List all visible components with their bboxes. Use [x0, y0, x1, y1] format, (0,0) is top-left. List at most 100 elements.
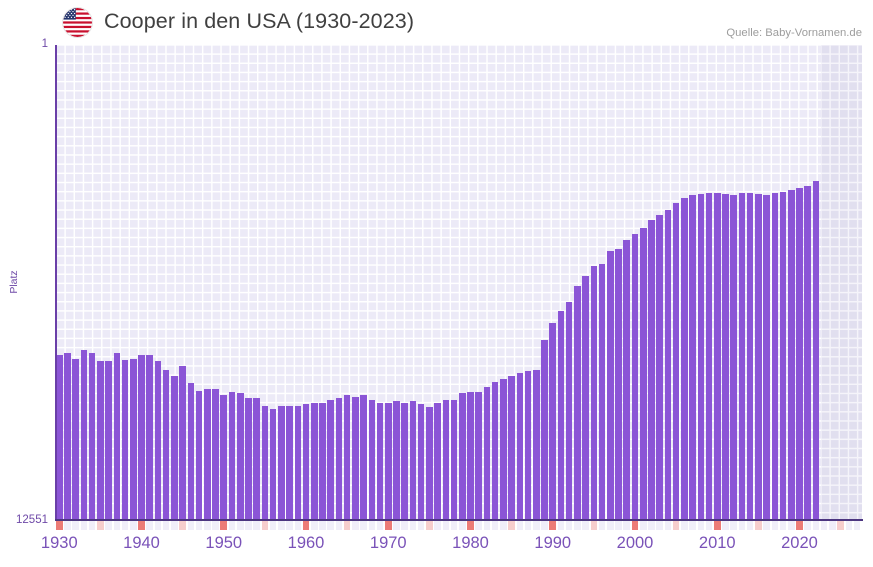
bar[interactable]	[459, 393, 466, 520]
bar[interactable]	[631, 234, 639, 520]
bar[interactable]	[615, 249, 622, 520]
bar[interactable]	[352, 397, 359, 520]
bar[interactable]	[171, 376, 178, 520]
bar[interactable]	[483, 387, 491, 520]
bar[interactable]	[310, 403, 318, 520]
bar[interactable]	[779, 192, 787, 520]
bar[interactable]	[623, 240, 631, 520]
bar[interactable]	[475, 392, 483, 520]
bar[interactable]	[730, 195, 737, 520]
bar[interactable]	[771, 193, 779, 520]
bar[interactable]	[121, 360, 129, 520]
x-tick-cell	[607, 521, 614, 530]
bar[interactable]	[80, 350, 88, 520]
bar[interactable]	[228, 392, 236, 520]
bar[interactable]	[755, 194, 762, 520]
bar[interactable]	[393, 401, 400, 520]
bar[interactable]	[697, 194, 705, 520]
bar[interactable]	[689, 195, 696, 520]
bar[interactable]	[130, 359, 137, 520]
bar[interactable]	[738, 193, 746, 520]
bar[interactable]	[212, 389, 219, 520]
x-axis-tick-label: 1970	[369, 534, 407, 552]
bar[interactable]	[72, 359, 80, 520]
bar[interactable]	[565, 302, 573, 520]
bar[interactable]	[360, 395, 367, 520]
x-tick-cell	[121, 521, 129, 530]
bar[interactable]	[524, 371, 532, 520]
bar[interactable]	[557, 311, 565, 520]
bar[interactable]	[491, 382, 499, 520]
bar[interactable]	[590, 266, 598, 520]
bar[interactable]	[409, 401, 417, 520]
bar[interactable]	[648, 220, 655, 520]
bar[interactable]	[220, 395, 228, 520]
bar[interactable]	[804, 186, 811, 520]
bar[interactable]	[64, 353, 71, 520]
bar[interactable]	[302, 404, 310, 520]
bar[interactable]	[56, 355, 63, 520]
bar[interactable]	[113, 353, 121, 520]
bar[interactable]	[582, 276, 589, 520]
bar[interactable]	[138, 355, 145, 520]
bar[interactable]	[500, 379, 507, 520]
bar[interactable]	[746, 193, 754, 520]
bar[interactable]	[236, 393, 244, 520]
bar[interactable]	[516, 373, 524, 520]
bar[interactable]	[253, 398, 260, 520]
bar[interactable]	[426, 407, 433, 520]
bar[interactable]	[796, 188, 803, 520]
x-tick-cell	[705, 521, 713, 530]
bar[interactable]	[261, 406, 269, 520]
bar[interactable]	[434, 403, 441, 520]
bar[interactable]	[269, 409, 277, 520]
bar[interactable]	[146, 355, 154, 520]
bar[interactable]	[672, 203, 680, 520]
bar[interactable]	[681, 198, 688, 520]
bar[interactable]	[417, 404, 425, 520]
bar[interactable]	[343, 395, 351, 520]
bar[interactable]	[656, 215, 663, 520]
bar[interactable]	[245, 398, 252, 520]
bar[interactable]	[607, 251, 614, 520]
bar[interactable]	[88, 353, 96, 520]
bar[interactable]	[195, 391, 203, 520]
x-tick-cell	[582, 521, 589, 530]
bar[interactable]	[467, 392, 474, 520]
bar[interactable]	[508, 376, 515, 520]
bar[interactable]	[713, 193, 721, 520]
bar[interactable]	[162, 370, 170, 520]
bar[interactable]	[664, 210, 672, 520]
bar[interactable]	[763, 195, 770, 520]
bar[interactable]	[105, 361, 112, 520]
bar[interactable]	[376, 403, 384, 520]
bar[interactable]	[335, 398, 343, 520]
bar[interactable]	[204, 389, 211, 520]
bar[interactable]	[442, 400, 450, 520]
bar[interactable]	[154, 361, 162, 520]
plot-area	[55, 45, 863, 521]
x-tick-cell	[335, 521, 343, 530]
bar[interactable]	[533, 370, 540, 520]
bar[interactable]	[598, 264, 606, 520]
bar[interactable]	[450, 400, 458, 520]
bar[interactable]	[705, 193, 713, 520]
bar[interactable]	[787, 190, 795, 520]
bar[interactable]	[97, 361, 104, 520]
bar[interactable]	[278, 406, 285, 520]
bar[interactable]	[384, 403, 392, 520]
bar[interactable]	[179, 366, 186, 520]
bar[interactable]	[541, 340, 548, 520]
bar[interactable]	[368, 400, 376, 520]
bar[interactable]	[549, 323, 557, 520]
bar[interactable]	[187, 383, 195, 520]
bar[interactable]	[401, 403, 408, 520]
bar[interactable]	[639, 228, 647, 520]
bar[interactable]	[327, 400, 334, 520]
bar[interactable]	[812, 181, 820, 520]
bar[interactable]	[319, 403, 326, 520]
bar[interactable]	[574, 286, 581, 520]
bar[interactable]	[294, 406, 302, 520]
bar[interactable]	[286, 406, 293, 520]
bar[interactable]	[722, 194, 729, 520]
